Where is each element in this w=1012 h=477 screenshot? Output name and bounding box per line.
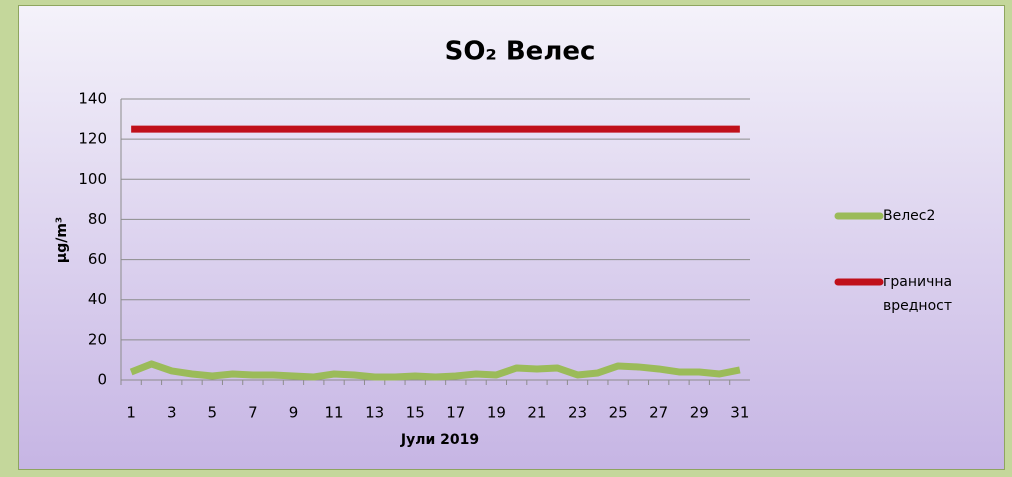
x-tick-label: 31 bbox=[730, 404, 749, 422]
legend-label: гранична вредност bbox=[883, 274, 953, 314]
y-tick-label: 140 bbox=[78, 90, 107, 108]
y-tick-label: 80 bbox=[88, 210, 107, 228]
x-tick-label: 21 bbox=[527, 404, 546, 422]
x-tick-label: 23 bbox=[568, 404, 587, 422]
x-tick-label: 29 bbox=[690, 404, 709, 422]
x-tick-label: 19 bbox=[487, 404, 506, 422]
chart-title: SO₂ Велес bbox=[445, 37, 596, 67]
y-tick-label: 100 bbox=[78, 170, 107, 188]
x-tick-label: 3 bbox=[167, 404, 177, 422]
x-tick-label: 25 bbox=[609, 404, 628, 422]
y-tick-label: 120 bbox=[78, 130, 107, 148]
x-tick-label: 5 bbox=[208, 404, 218, 422]
y-axis-label: µg/m³ bbox=[54, 217, 70, 263]
x-tick-label: 27 bbox=[649, 404, 668, 422]
x-tick-label: 11 bbox=[325, 404, 344, 422]
y-tick-label: 60 bbox=[88, 250, 107, 268]
x-tick-label: 15 bbox=[406, 404, 425, 422]
x-tick-label: 1 bbox=[126, 404, 136, 422]
x-tick-label: 7 bbox=[248, 404, 258, 422]
chart-panel bbox=[18, 5, 1005, 470]
x-tick-label: 13 bbox=[365, 404, 384, 422]
legend-label: Велес2 bbox=[883, 208, 936, 224]
y-tick-label: 0 bbox=[97, 371, 107, 389]
series-line bbox=[129, 360, 741, 381]
y-tick-label: 40 bbox=[88, 290, 107, 308]
x-axis-label: Јули 2019 bbox=[400, 432, 479, 448]
y-tick-label: 20 bbox=[88, 330, 107, 348]
x-tick-label: 9 bbox=[289, 404, 299, 422]
x-tick-label: 17 bbox=[446, 404, 465, 422]
